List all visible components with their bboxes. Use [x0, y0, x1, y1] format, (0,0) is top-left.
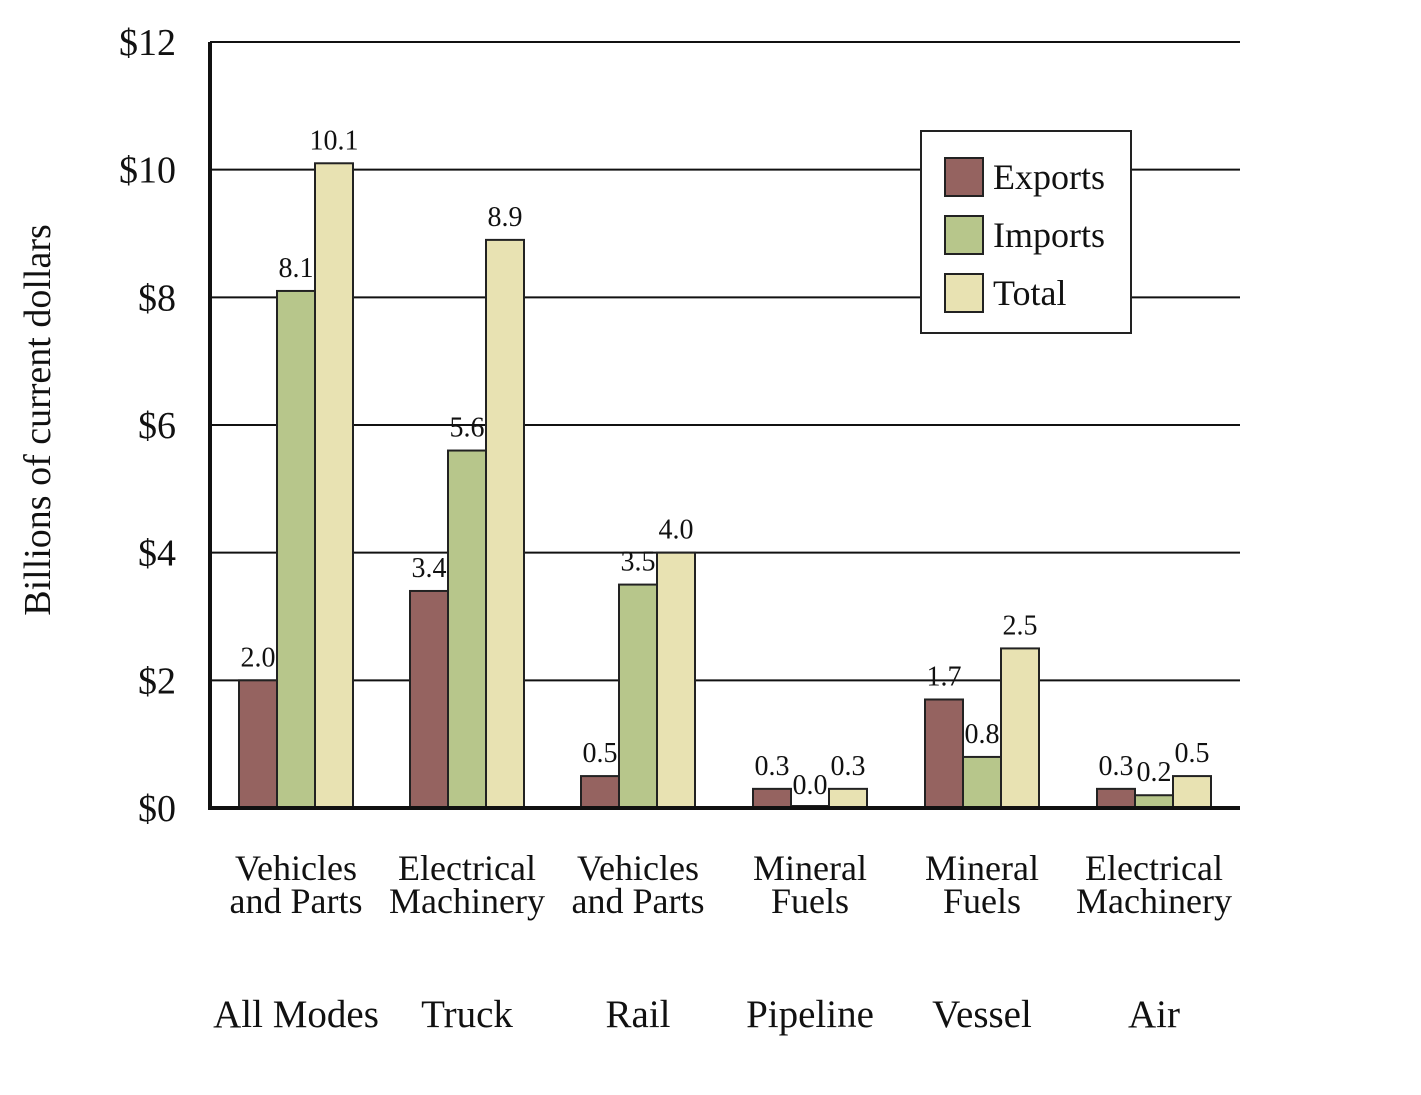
bar-imports [618, 583, 658, 809]
data-label: 0.2 [1137, 757, 1172, 788]
data-label: 8.1 [279, 253, 314, 284]
data-label: 4.0 [659, 515, 694, 546]
bar-exports [409, 589, 449, 810]
category-label: Machinery [1076, 881, 1232, 921]
bar-exports [580, 775, 620, 809]
legend: Exports Imports Total [920, 130, 1132, 334]
category-label: and Parts [572, 881, 705, 921]
category-label: Mineral [925, 848, 1039, 888]
category-label: Machinery [389, 881, 545, 921]
data-label: 3.4 [412, 553, 447, 584]
y-tick-label: $10 [119, 150, 176, 192]
bars [238, 162, 1212, 810]
legend-label: Imports [993, 215, 1105, 255]
legend-label: Exports [993, 157, 1105, 197]
bar-total [314, 162, 354, 810]
gridlines [210, 41, 1240, 682]
data-label: 0.5 [1175, 738, 1210, 769]
data-label: 0.8 [965, 719, 1000, 750]
y-tick-label: $0 [138, 788, 176, 830]
bar-imports [447, 449, 487, 809]
bar-exports [1096, 787, 1136, 809]
labels: $0 $2 $4 $6 $8 $10 $12 2.0 3.4 0.5 0.3 1.7 0.3 8.1 5.6… [119, 22, 1232, 1036]
category-label: Vehicles [577, 848, 699, 888]
y-tick-label: $4 [138, 533, 176, 575]
legend-swatch-imports [944, 215, 984, 255]
bar-imports [962, 755, 1002, 810]
y-tick-label: $2 [138, 660, 176, 702]
data-label: 5.6 [450, 413, 485, 444]
bar-total [1172, 775, 1212, 809]
data-label: 8.9 [488, 202, 523, 233]
mode-label: Vessel [932, 993, 1032, 1036]
bar-total [656, 551, 696, 810]
category-label: Electrical [398, 848, 536, 888]
data-label: 10.1 [310, 125, 359, 156]
mode-label: Air [1128, 993, 1180, 1036]
category-label: Fuels [771, 881, 849, 921]
y-tick-label: $12 [119, 22, 176, 64]
legend-swatch-total [944, 273, 984, 313]
data-label: 3.5 [621, 547, 656, 578]
y-tick-label: $6 [138, 405, 176, 447]
axes [208, 42, 1240, 810]
data-label: 0.5 [583, 738, 618, 769]
data-label: 0.3 [755, 751, 790, 782]
legend-label: Total [993, 273, 1066, 313]
bar-exports [924, 698, 964, 810]
mode-label: All Modes [213, 993, 379, 1036]
bar-exports [752, 787, 792, 809]
y-axis-label: Billions of current dollars [17, 224, 59, 616]
y-tick-label: $8 [138, 277, 176, 319]
data-label: 0.3 [831, 751, 866, 782]
mode-label: Truck [421, 993, 513, 1036]
category-label: Fuels [943, 881, 1021, 921]
category-label: and Parts [230, 881, 363, 921]
mode-label: Rail [606, 993, 671, 1036]
bar-exports [238, 679, 278, 809]
category-label: Vehicles [235, 848, 357, 888]
data-label: 2.5 [1003, 610, 1038, 641]
mode-label: Pipeline [746, 993, 874, 1036]
data-label: 2.0 [241, 642, 276, 673]
data-label: 0.0 [793, 770, 828, 801]
bar-total [485, 238, 525, 809]
data-label: 1.7 [927, 661, 962, 692]
data-label: 0.3 [1099, 751, 1134, 782]
bar-total [828, 787, 868, 809]
category-label: Mineral [753, 848, 867, 888]
bar-total [1000, 647, 1040, 810]
legend-swatch-exports [944, 157, 984, 197]
bar-imports [276, 289, 316, 809]
category-label: Electrical [1085, 848, 1223, 888]
